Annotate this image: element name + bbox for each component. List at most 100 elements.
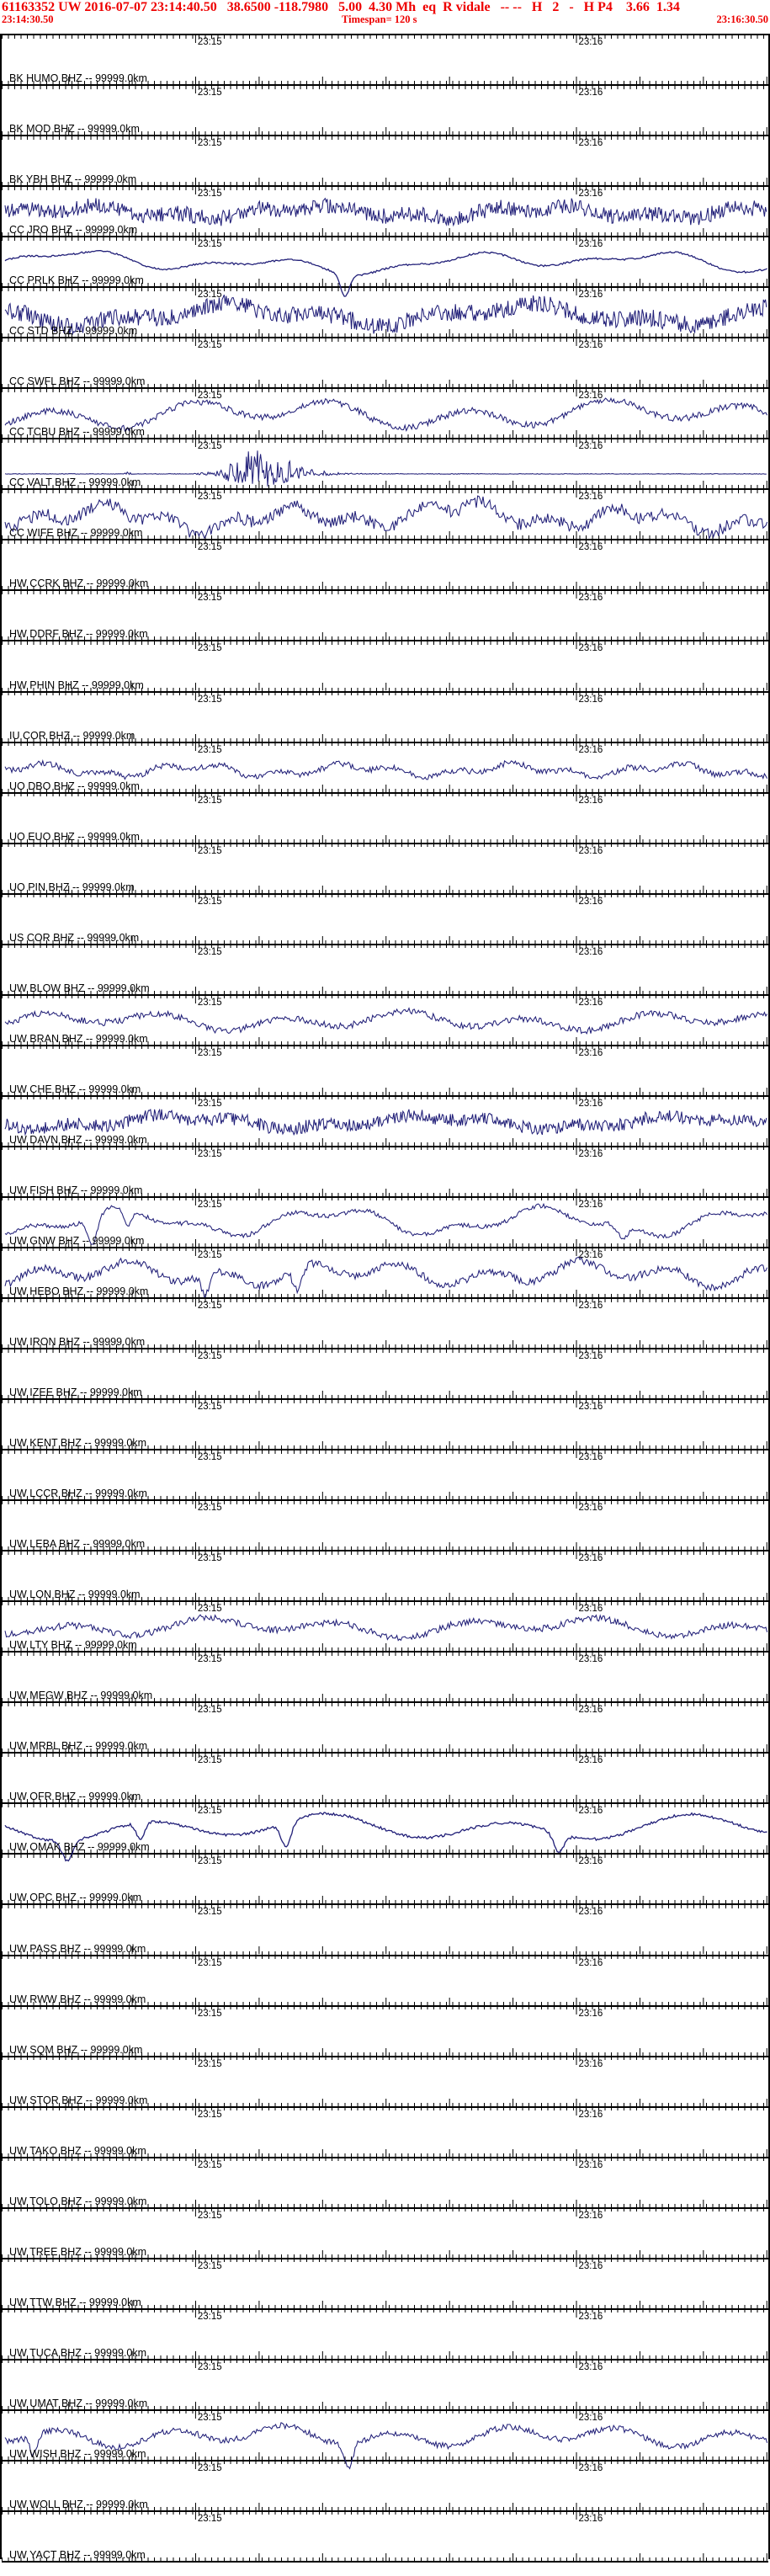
trace-row-canvas [68, 2208, 767, 2258]
minute-label: 23:16 [578, 795, 603, 806]
trace-row-uw-mrbl[interactable]: 23:15 23:16 UW MRBL BHZ -- 99999.0km [2, 1703, 768, 1754]
waveform-trace [4, 758, 768, 780]
trace-row-uw-pass[interactable]: 23:15 23:16 UW PASS BHZ -- 99999.0km [2, 1905, 768, 1956]
minute-label: 23:15 [197, 492, 222, 503]
trace-row-canvas [68, 338, 767, 388]
minute-label: 23:15 [197, 2513, 222, 2524]
trace-row-canvas [68, 35, 767, 85]
trace-row-cc-prlk[interactable]: 23:15 23:16 CC PRLK BHZ -- 99999.0km [2, 237, 768, 297]
minute-label: 23:15 [197, 2109, 222, 2120]
trace-row-uw-wish[interactable]: 23:15 23:16 UW WISH BHZ -- 99999.0km [2, 2410, 768, 2470]
trace-row-uw-yact[interactable]: 23:15 23:16 UW YACT BHZ -- 99999.0km [2, 2511, 768, 2563]
trace-row-canvas [68, 2006, 767, 2056]
trace-row-uw-kent[interactable]: 23:15 23:16 UW KENT BHZ -- 99999.0km [2, 1400, 768, 1451]
trace-row-canvas [4, 490, 768, 540]
trace-row-uw-tolo[interactable]: 23:15 23:16 UW TOLO BHZ -- 99999.0km [2, 2158, 768, 2209]
trace-plot-area: 23:15 23:16 BK HUMO BHZ -- 99999.0km 23:15 2… [0, 34, 770, 2563]
time-window-line: 23:14:30.50 Timespan= 120 s 23:16:30.50 [0, 14, 770, 26]
trace-row-hw-ddrf[interactable]: 23:15 23:16 HW DDRF BHZ -- 99999.0km [2, 591, 768, 642]
trace-row-uw-lty[interactable]: 23:15 23:16 UW LTY BHZ -- 99999.0km [2, 1602, 768, 1653]
trace-row-canvas [68, 1703, 767, 1753]
trace-row-uw-davn[interactable]: 23:15 23:16 UW DAVN BHZ -- 99999.0km [2, 1096, 768, 1147]
trace-row-cc-valt[interactable]: 23:15 23:16 CC VALT BHZ -- 99999.0km [2, 439, 768, 491]
trace-label: UW LCCR BHZ -- 99999.0km [9, 1488, 147, 1500]
minute-label: 23:16 [578, 997, 603, 1008]
window-start-time: 23:14:30.50 [2, 13, 54, 25]
trace-row-cc-swfl[interactable]: 23:15 23:16 CC SWFL BHZ -- 99999.0km [2, 338, 768, 390]
trace-row-bk-ybh[interactable]: 23:15 23:16 BK YBH BHZ -- 99999.0km [2, 136, 768, 188]
trace-row-canvas [4, 2410, 768, 2470]
trace-row-uw-stor[interactable]: 23:15 23:16 UW STOR BHZ -- 99999.0km [2, 2057, 768, 2108]
minute-label: 23:16 [578, 391, 603, 402]
trace-row-uo-euo[interactable]: 23:15 23:16 UO EUO BHZ -- 99999.0km [2, 793, 768, 844]
trace-label: UW OFR BHZ -- 99999.0km [9, 1791, 141, 1803]
trace-row-uw-hebo[interactable]: 23:15 23:16 UW HEBO BHZ -- 99999.0km [2, 1248, 768, 1299]
trace-row-uw-tree[interactable]: 23:15 23:16 UW TREE BHZ -- 99999.0km [2, 2208, 768, 2259]
trace-row-hw-ccrk[interactable]: 23:15 23:16 HW CCRK BHZ -- 99999.0km [2, 540, 768, 592]
minute-label: 23:15 [197, 290, 222, 301]
trace-row-uo-pin[interactable]: 23:15 23:16 UO PIN BHZ -- 99999.0km [2, 844, 768, 895]
trace-row-uw-woll[interactable]: 23:15 23:16 UW WOLL BHZ -- 99999.0km [2, 2461, 768, 2512]
trace-row-uw-fish[interactable]: 23:15 23:16 UW FISH BHZ -- 99999.0km [2, 1147, 768, 1198]
trace-row-canvas [68, 1855, 767, 1904]
trace-row-canvas [68, 1299, 767, 1349]
minute-label: 23:16 [578, 1856, 603, 1867]
trace-row-uw-umat[interactable]: 23:15 23:16 UW UMAT BHZ -- 99999.0km [2, 2360, 768, 2411]
trace-row-uw-lon[interactable]: 23:15 23:16 UW LON BHZ -- 99999.0km [2, 1551, 768, 1603]
minute-label: 23:15 [197, 1098, 222, 1109]
minute-label: 23:15 [197, 2008, 222, 2019]
trace-row-uw-leba[interactable]: 23:15 23:16 UW LEBA BHZ -- 99999.0km [2, 1501, 768, 1552]
trace-row-hw-phin[interactable]: 23:15 23:16 HW PHIN BHZ -- 99999.0km [2, 641, 768, 693]
trace-label: UO EUO BHZ -- 99999.0km [9, 830, 140, 843]
waveform-trace [4, 1812, 767, 1862]
trace-row-uw-megw[interactable]: 23:15 23:16 UW MEGW BHZ -- 99999.0km [2, 1653, 768, 1704]
trace-row-uw-izee[interactable]: 23:15 23:16 UW IZEE BHZ -- 99999.0km [2, 1349, 768, 1401]
trace-row-us-cor[interactable]: 23:15 23:16 US COR BHZ -- 99999.0km [2, 894, 768, 945]
trace-row-cc-wife[interactable]: 23:15 23:16 CC WIFE BHZ -- 99999.0km [2, 490, 768, 541]
trace-row-uw-bran[interactable]: 23:15 23:16 UW BRAN BHZ -- 99999.0km [2, 995, 768, 1046]
minute-label: 23:16 [578, 1148, 603, 1159]
trace-row-uw-ttw[interactable]: 23:15 23:16 UW TTW BHZ -- 99999.0km [2, 2259, 768, 2310]
trace-label: HW DDRF BHZ -- 99999.0km [9, 628, 148, 641]
trace-row-cc-jro[interactable]: 23:15 23:16 CC JRO BHZ -- 99999.0km [2, 187, 768, 238]
trace-row-canvas [68, 1400, 767, 1450]
trace-row-cc-tcbu[interactable]: 23:15 23:16 CC TCBU BHZ -- 99999.0km [2, 389, 768, 440]
trace-row-uw-che[interactable]: 23:15 23:16 UW CHE BHZ -- 99999.0km [2, 1046, 768, 1097]
minute-label: 23:15 [197, 845, 222, 856]
minute-label: 23:15 [197, 694, 222, 705]
minute-label: 23:15 [197, 239, 222, 250]
minute-label: 23:16 [578, 1604, 603, 1615]
trace-row-uw-tuca[interactable]: 23:15 23:16 UW TUCA BHZ -- 99999.0km [2, 2309, 768, 2360]
trace-row-uw-ofr[interactable]: 23:15 23:16 UW OFR BHZ -- 99999.0km [2, 1754, 768, 1805]
trace-row-uw-tako[interactable]: 23:15 23:16 UW TAKO BHZ -- 99999.0km [2, 2107, 768, 2158]
waveform-trace [4, 2422, 768, 2470]
trace-row-canvas [68, 540, 767, 590]
minute-label: 23:15 [197, 2260, 222, 2271]
trace-label: UW YACT BHZ -- 99999.0km [9, 2548, 146, 2561]
trace-row-uo-dbo[interactable]: 23:15 23:16 UO DBO BHZ -- 99999.0km [2, 742, 768, 794]
trace-row-bk-humo[interactable]: 23:15 23:16 BK HUMO BHZ -- 99999.0km [2, 35, 768, 87]
trace-row-cc-std[interactable]: 23:15 23:16 CC STD BHZ -- 99999.0km [2, 288, 768, 339]
waveform-trace [4, 450, 767, 487]
trace-row-canvas [4, 439, 767, 489]
trace-row-uw-gnw[interactable]: 23:15 23:16 UW GNW BHZ -- 99999.0km [2, 1197, 768, 1248]
trace-row-uw-sqm[interactable]: 23:15 23:16 UW SQM BHZ -- 99999.0km [2, 2006, 768, 2057]
trace-row-uw-opc[interactable]: 23:15 23:16 UW OPC BHZ -- 99999.0km [2, 1855, 768, 1906]
minute-label: 23:16 [578, 744, 603, 755]
minute-label: 23:16 [578, 1654, 603, 1665]
trace-row-iu-cor[interactable]: 23:15 23:16 IU COR BHZ -- 99999.0km [2, 692, 768, 743]
minute-label: 23:15 [197, 1755, 222, 1766]
trace-row-bk-mod[interactable]: 23:15 23:16 BK MOD BHZ -- 99999.0km [2, 86, 768, 137]
minute-label: 23:15 [197, 1553, 222, 1564]
minute-label: 23:15 [197, 138, 222, 149]
minute-label: 23:15 [197, 1199, 222, 1210]
minute-label: 23:16 [578, 1553, 603, 1564]
waveform-trace [4, 197, 767, 227]
trace-row-uw-blow[interactable]: 23:15 23:16 UW BLOW BHZ -- 99999.0km [2, 945, 768, 996]
trace-row-uw-rww[interactable]: 23:15 23:16 UW RWW BHZ -- 99999.0km [2, 1956, 768, 2007]
trace-row-uw-omak[interactable]: 23:15 23:16 UW OMAK BHZ -- 99999.0km [2, 1804, 768, 1862]
trace-row-uw-lccr[interactable]: 23:15 23:16 UW LCCR BHZ -- 99999.0km [2, 1450, 768, 1502]
trace-row-uw-iron[interactable]: 23:15 23:16 UW IRON BHZ -- 99999.0km [2, 1299, 768, 1350]
trace-label: UW KENT BHZ -- 99999.0km [9, 1437, 147, 1450]
